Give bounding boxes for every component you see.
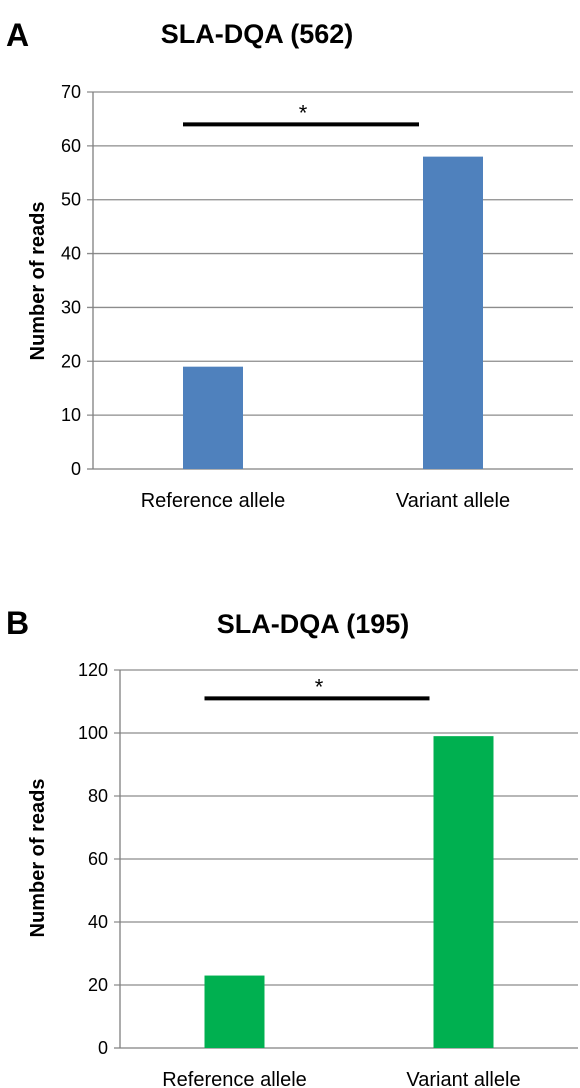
y-tick-label: 40 [88,912,108,932]
bar [204,975,265,1048]
y-tick-label: 0 [71,459,81,479]
gridlines-a [87,91,573,470]
y-tick-label: 120 [78,660,108,680]
bar [183,366,243,469]
gridlines-b [114,669,578,1049]
x-tick-label: Variant allele [396,490,510,512]
y-axis-label-a: Number of reads [27,202,49,361]
panel-letter-b: B [6,605,29,641]
y-tick-label: 60 [88,849,108,869]
bars-a [183,156,483,469]
y-tick-label: 20 [61,351,81,371]
y-tick-label: 70 [61,82,81,102]
chart-title-a: SLA-DQA (562) [161,19,354,49]
significance-asterisk: * [315,674,324,699]
y-tick-label: 20 [88,975,108,995]
chart-title-b: SLA-DQA (195) [217,609,410,639]
y-tick-labels-b: 0 20 40 60 80 100 120 [78,660,108,1058]
x-tick-label: Variant allele [406,1069,520,1088]
y-tick-labels-a: 0 10 20 30 40 50 60 70 [61,82,81,479]
panel-a: A SLA-DQA (562) Number of reads 0 10 20 30 4… [6,17,573,512]
panel-b: B SLA-DQA (195) Number of reads 0 20 40 60 8… [6,605,578,1088]
y-tick-label: 60 [61,136,81,156]
panel-letter-a: A [6,17,29,53]
y-tick-label: 100 [78,723,108,743]
bar [423,156,483,469]
y-tick-label: 0 [98,1038,108,1058]
y-axis-label-b: Number of reads [27,779,49,938]
y-tick-label: 50 [61,190,81,210]
bars-b [204,736,494,1048]
x-tick-label: Reference allele [162,1069,307,1088]
y-tick-label: 40 [61,244,81,264]
y-tick-label: 10 [61,405,81,425]
x-tick-label: Reference allele [141,490,286,512]
significance-asterisk: * [299,100,308,125]
x-tick-labels-a: Reference allele Variant allele [141,490,510,512]
bar [433,736,494,1048]
significance-a: * [183,100,419,127]
significance-b: * [204,674,430,701]
y-tick-label: 30 [61,297,81,317]
x-tick-labels-b: Reference allele Variant allele [162,1069,520,1088]
y-tick-label: 80 [88,786,108,806]
